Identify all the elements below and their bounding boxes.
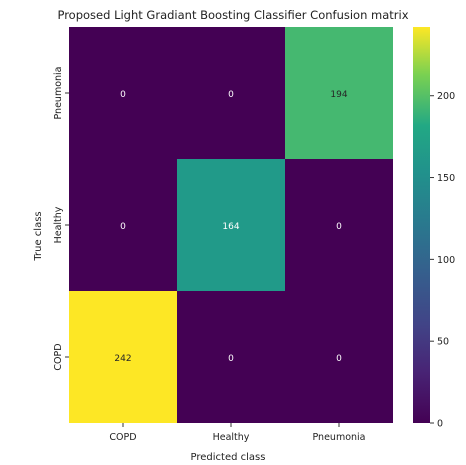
cell-value-label: 164 bbox=[222, 222, 239, 232]
colorbar-tick-label: 0 bbox=[437, 419, 443, 430]
colorbar-tick-label: 200 bbox=[437, 91, 455, 102]
heatmap-cell bbox=[69, 291, 177, 423]
cell-value-label: 0 bbox=[336, 354, 342, 364]
y-axis-label: True class bbox=[33, 211, 44, 261]
colorbar-ticks: 0 50 100 150 200 bbox=[430, 91, 455, 430]
colorbar-tick-label: 50 bbox=[437, 337, 449, 348]
colorbar-tick-label: 150 bbox=[437, 173, 455, 184]
heatmap-cell bbox=[177, 159, 285, 291]
cell-value-label: 194 bbox=[330, 90, 347, 100]
x-axis-ticks: COPD Healthy Pneumonia bbox=[109, 423, 366, 443]
cell-value-label: 0 bbox=[228, 90, 234, 100]
y-tick-label: COPD bbox=[53, 343, 64, 370]
colorbar bbox=[413, 27, 430, 423]
chart-title: Proposed Light Gradiant Boosting Classif… bbox=[57, 8, 408, 22]
colorbar-tick-label: 100 bbox=[437, 255, 455, 266]
cell-value-label: 242 bbox=[114, 354, 131, 364]
heatmap-cell bbox=[285, 27, 393, 159]
heatmap-cell bbox=[69, 27, 177, 159]
x-axis-label: Predicted class bbox=[191, 452, 266, 463]
x-tick-label: Healthy bbox=[213, 432, 250, 443]
x-tick-label: COPD bbox=[109, 432, 136, 443]
heatmap-cell bbox=[285, 291, 393, 423]
cell-value-label: 0 bbox=[336, 222, 342, 232]
heatmap-cell bbox=[177, 291, 285, 423]
y-tick-label: Pneumonia bbox=[53, 67, 64, 120]
y-tick-label: Healthy bbox=[53, 206, 64, 243]
cell-value-label: 0 bbox=[228, 354, 234, 364]
x-tick-label: Pneumonia bbox=[313, 432, 366, 443]
heatmap-cells: 0 0 194 0 164 0 242 0 0 bbox=[69, 27, 393, 423]
y-axis-ticks: Pneumonia Healthy COPD bbox=[53, 67, 69, 371]
heatmap-cell bbox=[285, 159, 393, 291]
heatmap-cell bbox=[177, 27, 285, 159]
cell-value-label: 0 bbox=[120, 222, 126, 232]
cell-value-label: 0 bbox=[120, 90, 126, 100]
heatmap-cell bbox=[69, 159, 177, 291]
